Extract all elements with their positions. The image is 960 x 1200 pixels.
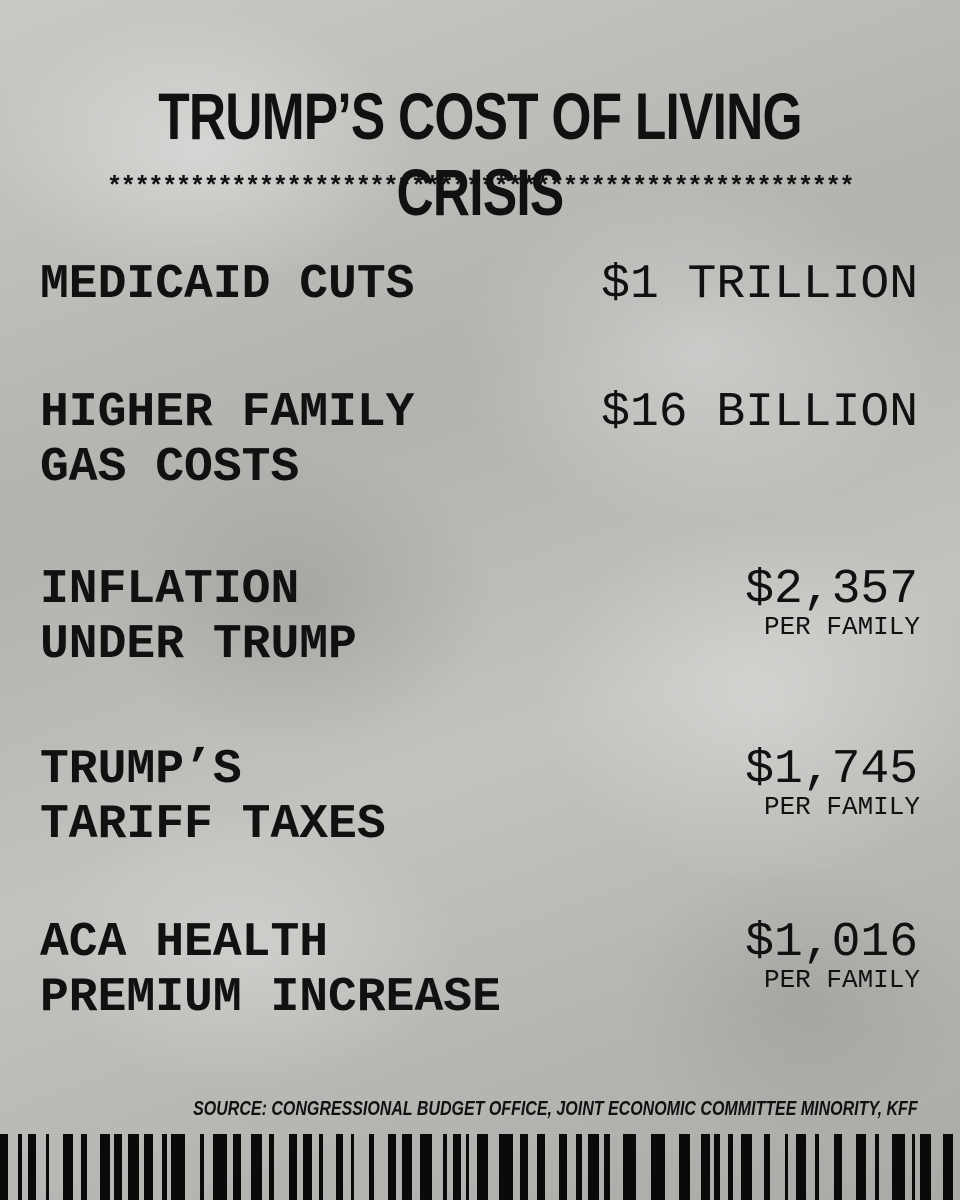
item-amount: $16 BILLION xyxy=(601,386,918,440)
item-label: TARIFF TAXES xyxy=(40,798,386,852)
bar xyxy=(875,1134,879,1200)
bar xyxy=(920,1134,931,1200)
bar xyxy=(251,1134,262,1200)
item-amount: $1 TRILLION xyxy=(601,258,918,312)
bar xyxy=(477,1134,488,1200)
source: SOURCE: CONGRESSIONAL BUDGET OFFICE, JOI… xyxy=(193,1098,918,1120)
item-unit: PER FAMILY xyxy=(763,965,920,995)
bar xyxy=(114,1134,122,1200)
bar xyxy=(912,1134,915,1200)
bar xyxy=(81,1134,87,1200)
bar xyxy=(741,1134,752,1200)
bar xyxy=(537,1134,545,1200)
bar xyxy=(466,1134,469,1200)
bar xyxy=(171,1134,185,1200)
bar xyxy=(728,1134,733,1200)
bar xyxy=(420,1134,432,1200)
bar xyxy=(28,1134,36,1200)
bar xyxy=(623,1134,636,1200)
bar xyxy=(679,1134,690,1200)
item-label: TRUMP’S xyxy=(40,743,242,797)
bar xyxy=(269,1134,274,1200)
item-amount: $1,745 xyxy=(745,743,918,797)
item-amount: $1,016 xyxy=(745,916,918,970)
bar xyxy=(892,1134,905,1200)
bar xyxy=(402,1134,412,1200)
bar xyxy=(162,1134,167,1200)
bar xyxy=(714,1134,720,1200)
bar xyxy=(796,1134,806,1200)
bar xyxy=(443,1134,447,1200)
bar xyxy=(834,1134,842,1200)
bar xyxy=(0,1134,8,1200)
bar xyxy=(144,1134,153,1200)
bar xyxy=(18,1134,22,1200)
item-label: HIGHER FAMILY xyxy=(40,386,415,440)
bar xyxy=(63,1134,73,1200)
bar xyxy=(576,1134,582,1200)
bar xyxy=(319,1134,323,1200)
bar xyxy=(100,1134,110,1200)
bar xyxy=(588,1134,599,1200)
item-unit: PER FAMILY xyxy=(763,792,920,822)
item-amount: $2,357 xyxy=(745,563,918,617)
bar xyxy=(764,1134,770,1200)
bar xyxy=(453,1134,461,1200)
bar xyxy=(499,1134,513,1200)
bar xyxy=(651,1134,665,1200)
bar xyxy=(785,1134,788,1200)
bar xyxy=(559,1134,567,1200)
barcode xyxy=(0,1134,953,1200)
item-label: ACA HEALTH xyxy=(40,916,329,970)
bar xyxy=(369,1134,374,1200)
bar xyxy=(213,1134,227,1200)
item-label: UNDER TRUMP xyxy=(40,618,357,672)
bar xyxy=(233,1134,241,1200)
bar xyxy=(701,1134,710,1200)
bar xyxy=(388,1134,396,1200)
item-unit: PER FAMILY xyxy=(763,612,920,642)
bar xyxy=(200,1134,204,1200)
title: TRUMP’S COST OF LIVING CRISIS xyxy=(158,79,802,229)
item-label: GAS COSTS xyxy=(40,441,300,495)
bar xyxy=(336,1134,343,1200)
bar xyxy=(351,1134,354,1200)
bar xyxy=(856,1134,866,1200)
bar xyxy=(604,1134,610,1200)
bar xyxy=(46,1134,49,1200)
bar xyxy=(943,1134,953,1200)
item-label: MEDICAID CUTS xyxy=(40,258,415,312)
item-label: INFLATION xyxy=(40,563,300,617)
bar xyxy=(128,1134,139,1200)
divider: ****************************************… xyxy=(106,172,855,202)
item-label: PREMIUM INCREASE xyxy=(40,971,501,1025)
bar xyxy=(303,1134,312,1200)
bar xyxy=(520,1134,528,1200)
bar xyxy=(815,1134,819,1200)
bar xyxy=(289,1134,297,1200)
